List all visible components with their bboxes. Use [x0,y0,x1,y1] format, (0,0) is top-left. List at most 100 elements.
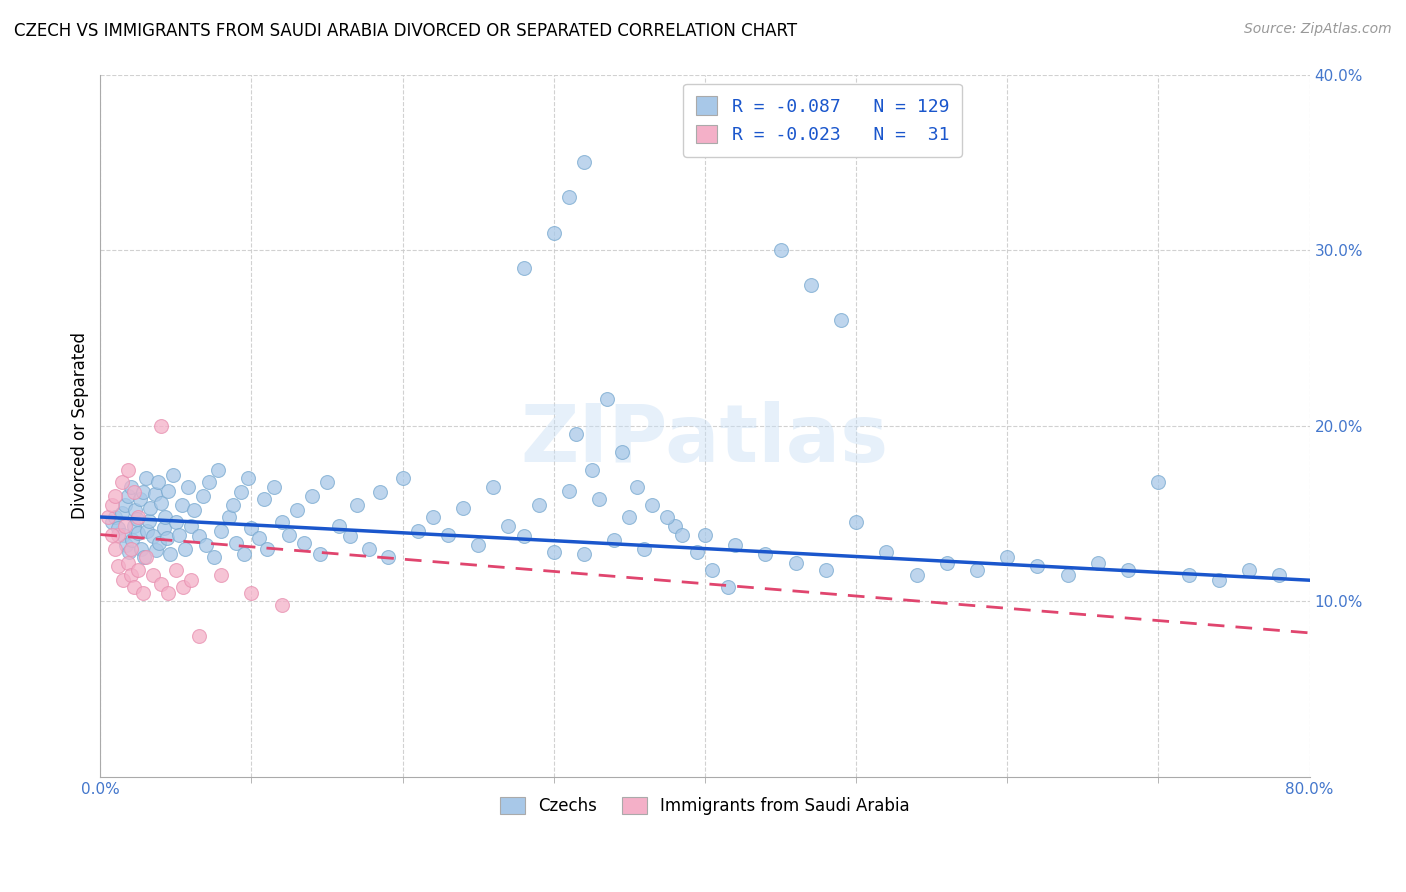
Point [143,487,166,501]
Point [157,483,180,498]
Point [170,498,193,512]
Point [717,580,740,594]
Point [1116,563,1139,577]
Point [107,559,129,574]
Point [149,496,172,510]
Point [122,518,145,533]
Point [149,418,172,433]
Point [664,518,686,533]
Point [845,515,868,529]
Point [120,480,142,494]
Point [187,629,209,643]
Point [995,550,1018,565]
Point [657,510,679,524]
Point [183,503,205,517]
Point [1208,573,1230,587]
Point [346,498,368,512]
Point [209,568,232,582]
Point [165,515,187,529]
Text: Source: ZipAtlas.com: Source: ZipAtlas.com [1244,22,1392,37]
Point [114,498,136,512]
Point [512,529,534,543]
Point [127,563,149,577]
Point [117,556,139,570]
Point [131,485,153,500]
Point [543,226,565,240]
Point [437,527,460,541]
Point [603,533,626,547]
Point [633,541,655,556]
Point [558,190,581,204]
Point [467,538,489,552]
Point [107,520,129,534]
Point [905,568,928,582]
Point [135,471,157,485]
Point [308,547,330,561]
Point [120,568,142,582]
Point [149,576,172,591]
Text: ZIPatlas: ZIPatlas [520,401,889,479]
Point [218,510,240,524]
Point [686,545,709,559]
Point [111,573,134,587]
Point [121,533,143,547]
Point [875,545,897,559]
Point [316,475,339,489]
Point [572,155,595,169]
Point [830,313,852,327]
Point [328,518,350,533]
Point [391,471,413,485]
Point [800,278,823,293]
Point [1087,556,1109,570]
Point [155,510,177,524]
Point [127,510,149,524]
Point [156,531,179,545]
Point [966,563,988,577]
Point [229,485,252,500]
Point [101,498,124,512]
Point [172,580,194,594]
Point [129,541,152,556]
Point [111,527,134,541]
Point [512,260,534,275]
Legend: Czechs, Immigrants from Saudi Arabia: Czechs, Immigrants from Saudi Arabia [489,787,920,825]
Point [238,471,260,485]
Point [146,475,169,489]
Point [127,525,149,540]
Point [247,531,270,545]
Point [619,510,641,524]
Point [167,527,190,541]
Point [104,510,127,524]
Point [1056,568,1078,582]
Point [97,510,120,524]
Point [240,520,263,534]
Point [207,462,229,476]
Point [225,536,247,550]
Point [1268,568,1291,582]
Point [572,547,595,561]
Point [377,550,399,565]
Point [527,498,550,512]
Point [195,538,218,552]
Point [1177,568,1199,582]
Point [110,507,132,521]
Point [157,585,180,599]
Point [128,492,150,507]
Point [101,527,124,541]
Point [191,489,214,503]
Point [162,467,184,482]
Point [558,483,581,498]
Point [138,514,160,528]
Point [153,520,176,534]
Point [180,518,202,533]
Point [368,485,391,500]
Point [641,498,664,512]
Point [159,547,181,561]
Point [222,498,245,512]
Point [125,512,148,526]
Point [117,489,139,503]
Point [588,492,610,507]
Point [104,489,127,503]
Point [165,563,187,577]
Point [177,480,200,494]
